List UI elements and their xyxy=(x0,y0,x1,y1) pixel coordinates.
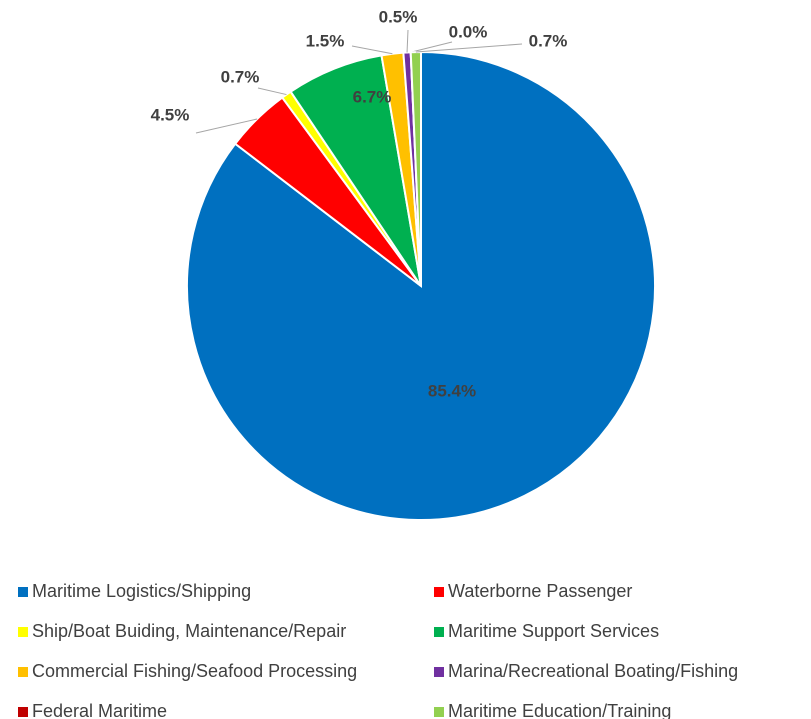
legend-label: Maritime Logistics/Shipping xyxy=(32,581,251,601)
legend-swatch xyxy=(434,707,444,717)
legend-label: Commercial Fishing/Seafood Processing xyxy=(32,661,357,681)
legend-label: Marina/Recreational Boating/Fishing xyxy=(448,661,738,681)
data-label: 0.5% xyxy=(379,7,418,26)
data-label: 4.5% xyxy=(151,105,190,124)
legend-swatch xyxy=(434,627,444,637)
legend-swatch xyxy=(18,587,28,597)
legend-swatch xyxy=(434,667,444,677)
data-label: 85.4% xyxy=(428,381,476,400)
leader-line xyxy=(415,43,523,53)
legend-swatch xyxy=(18,627,28,637)
legend-label: Federal Maritime xyxy=(32,701,167,719)
legend-label: Ship/Boat Buiding, Maintenance/Repair xyxy=(32,621,346,641)
data-label: 0.0% xyxy=(449,22,488,41)
legend-label: Waterborne Passenger xyxy=(448,581,632,601)
leader-line xyxy=(406,29,409,53)
data-label: 0.7% xyxy=(529,31,568,50)
data-label: 0.7% xyxy=(221,67,260,86)
legend-label: Maritime Support Services xyxy=(448,621,659,641)
leader-line xyxy=(195,118,258,134)
leader-line xyxy=(257,87,287,96)
leader-line xyxy=(410,41,453,53)
leader-line xyxy=(351,45,393,55)
legend-swatch xyxy=(434,587,444,597)
legend-swatch xyxy=(18,667,28,677)
data-label: 6.7% xyxy=(353,87,392,106)
data-label: 1.5% xyxy=(306,31,345,50)
legend-swatch xyxy=(18,707,28,717)
legend-label: Maritime Education/Training xyxy=(448,701,671,719)
